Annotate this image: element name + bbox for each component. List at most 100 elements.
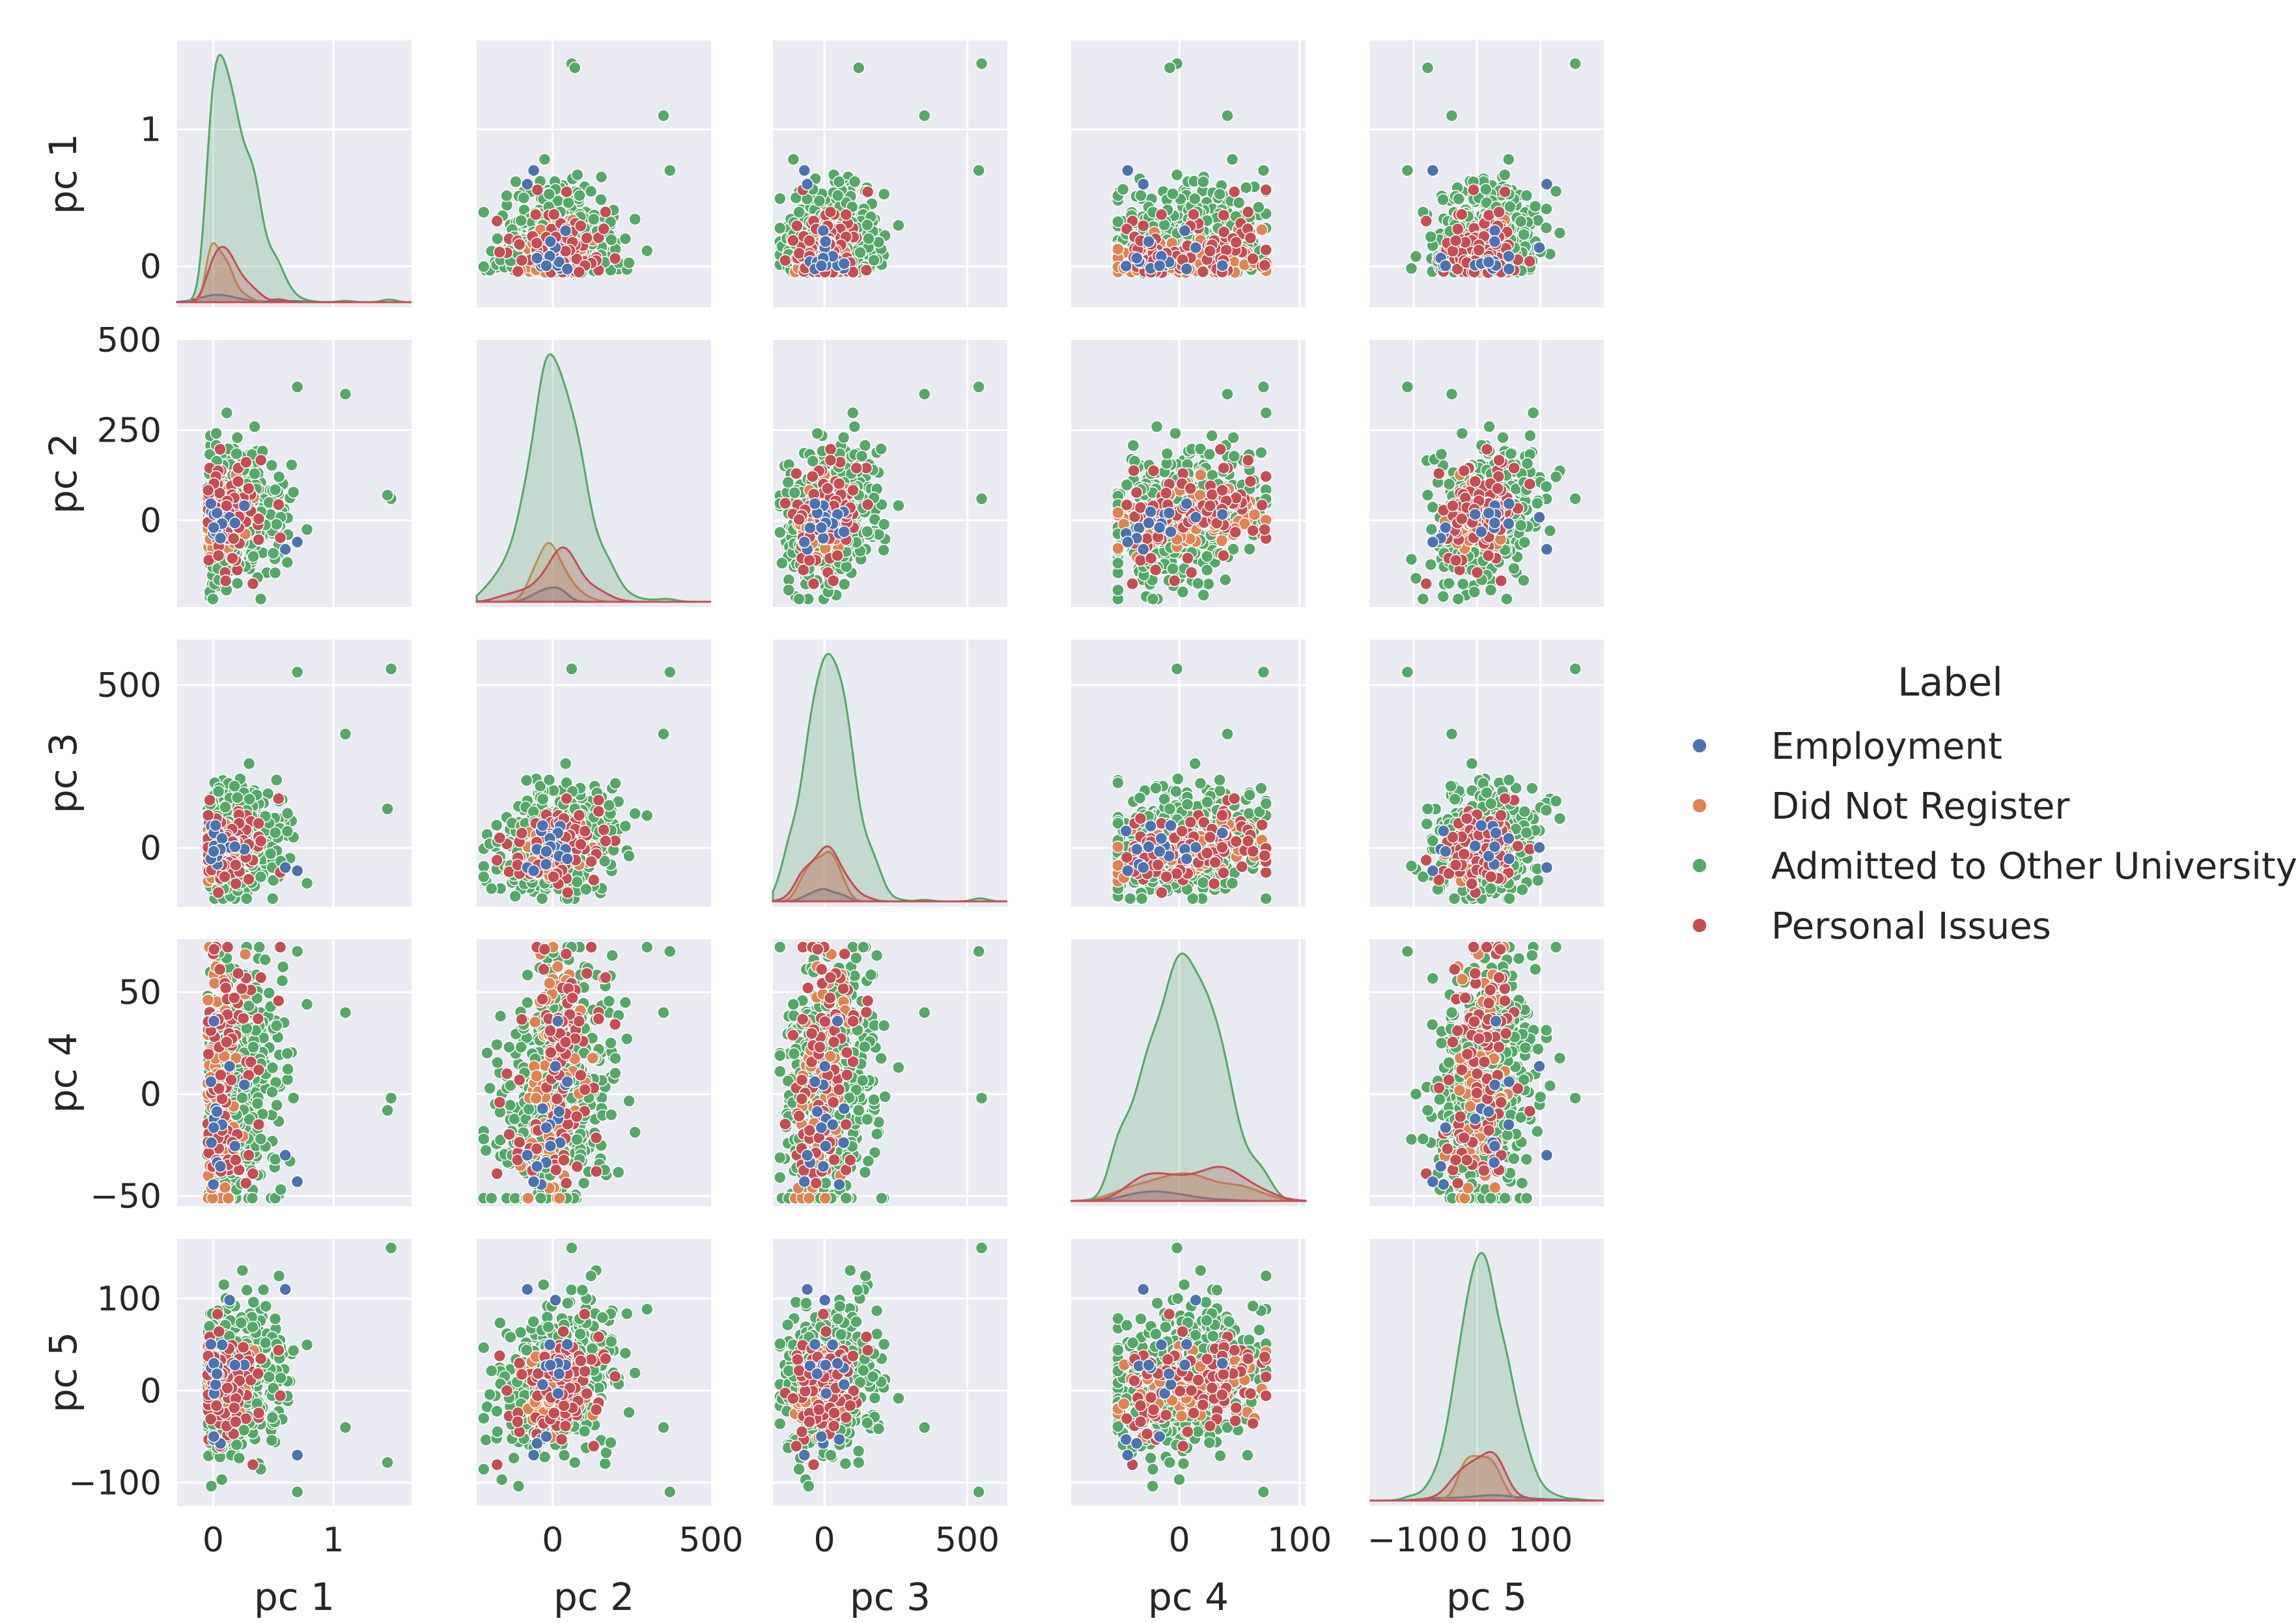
scatter-point: [1502, 262, 1516, 275]
scatter-point: [1194, 468, 1207, 481]
scatter-point: [1259, 470, 1272, 483]
scatter-point: [975, 57, 988, 70]
scatter-point: [527, 163, 540, 177]
scatter-point: [817, 224, 830, 238]
scatter-point: [1203, 447, 1216, 461]
scatter-point: [1184, 482, 1197, 495]
scatter-point: [1216, 259, 1229, 272]
scatter-point: [509, 175, 522, 188]
panel-1-3: [773, 40, 1007, 307]
scatter-point: [272, 498, 285, 511]
scatter-point: [1127, 464, 1140, 477]
scatter-point: [231, 475, 245, 488]
scatter-point: [1216, 508, 1229, 521]
scatter-point: [1166, 562, 1179, 576]
scatter-point: [540, 259, 553, 272]
scatter-point: [1120, 498, 1134, 511]
scatter-point: [1160, 447, 1174, 460]
scatter-point: [1142, 516, 1155, 529]
panel-background: [177, 40, 412, 307]
scatter-point: [1213, 188, 1226, 201]
scatter-point: [1426, 163, 1440, 177]
scatter-point: [808, 497, 822, 511]
scatter-point: [1120, 478, 1134, 492]
scatter-point: [515, 253, 529, 267]
scatter-point: [917, 109, 931, 122]
scatter-point: [861, 218, 874, 232]
scatter-point: [1150, 420, 1164, 433]
scatter-point: [273, 531, 287, 544]
scatter-point: [1244, 475, 1257, 488]
y-axis-label: pc 2: [41, 433, 85, 514]
scatter-point: [1241, 453, 1255, 467]
scatter-point: [875, 442, 888, 456]
panel-1-4: [1071, 40, 1306, 307]
scatter-point: [1229, 236, 1243, 249]
scatter-point: [214, 531, 227, 545]
scatter-point: [832, 477, 846, 490]
y-tick-label: 1: [140, 111, 161, 150]
scatter-point: [837, 525, 851, 539]
scatter-point: [787, 152, 800, 166]
scatter-point: [1184, 566, 1198, 579]
scatter-point: [1449, 234, 1463, 247]
scatter-point: [972, 380, 985, 393]
scatter-point: [1445, 109, 1459, 122]
scatter-point: [1244, 231, 1257, 245]
y-tick-label: 250: [97, 412, 161, 451]
scatter-point: [831, 189, 845, 203]
scatter-point: [247, 550, 260, 563]
scatter-point: [861, 185, 875, 199]
scatter-point: [877, 544, 890, 557]
scatter-point: [1488, 235, 1502, 248]
scatter-point: [779, 254, 792, 267]
scatter-point: [1227, 449, 1241, 463]
scatter-point: [804, 521, 817, 535]
y-tick-label: 0: [140, 501, 161, 541]
scatter-point: [847, 484, 860, 497]
scatter-point: [560, 185, 573, 199]
scatter-point: [805, 470, 819, 483]
scatter-point: [1119, 259, 1133, 273]
scatter-point: [608, 252, 622, 265]
scatter-point: [1144, 505, 1157, 518]
scatter-point: [862, 232, 875, 246]
scatter-point: [1257, 163, 1270, 177]
scatter-point: [623, 256, 636, 270]
scatter-point: [1153, 259, 1166, 272]
scatter-point: [1202, 577, 1215, 591]
scatter-point: [1217, 549, 1230, 562]
scatter-point: [266, 546, 280, 560]
scatter-point: [837, 431, 850, 444]
scatter-point: [1163, 61, 1177, 74]
scatter-point: [1189, 511, 1203, 524]
scatter-point: [1243, 543, 1256, 556]
scatter-point: [229, 516, 242, 529]
scatter-point: [1164, 525, 1177, 539]
scatter-point: [1197, 589, 1211, 602]
scatter-point: [1168, 574, 1181, 587]
scatter-point: [1482, 255, 1495, 269]
scatter-point: [573, 189, 586, 203]
scatter-point: [1424, 230, 1437, 244]
scatter-point: [1180, 497, 1194, 511]
scatter-point: [500, 189, 513, 203]
scatter-point: [1200, 563, 1214, 576]
scatter-point: [265, 459, 279, 472]
scatter-point: [1191, 576, 1205, 590]
scatter-point: [657, 109, 670, 122]
scatter-point: [230, 447, 243, 460]
scatter-point: [1502, 249, 1515, 263]
scatter-point: [220, 406, 234, 419]
scatter-point: [1492, 205, 1505, 219]
scatter-point: [1255, 498, 1268, 512]
panel-1-2: [477, 40, 711, 307]
scatter-point: [774, 526, 787, 539]
scatter-point: [1439, 259, 1452, 272]
scatter-point: [1421, 61, 1435, 74]
scatter-point: [1137, 178, 1150, 191]
scatter-point: [604, 233, 618, 246]
scatter-point: [1130, 486, 1143, 499]
scatter-point: [837, 578, 851, 591]
scatter-point: [1176, 586, 1190, 599]
